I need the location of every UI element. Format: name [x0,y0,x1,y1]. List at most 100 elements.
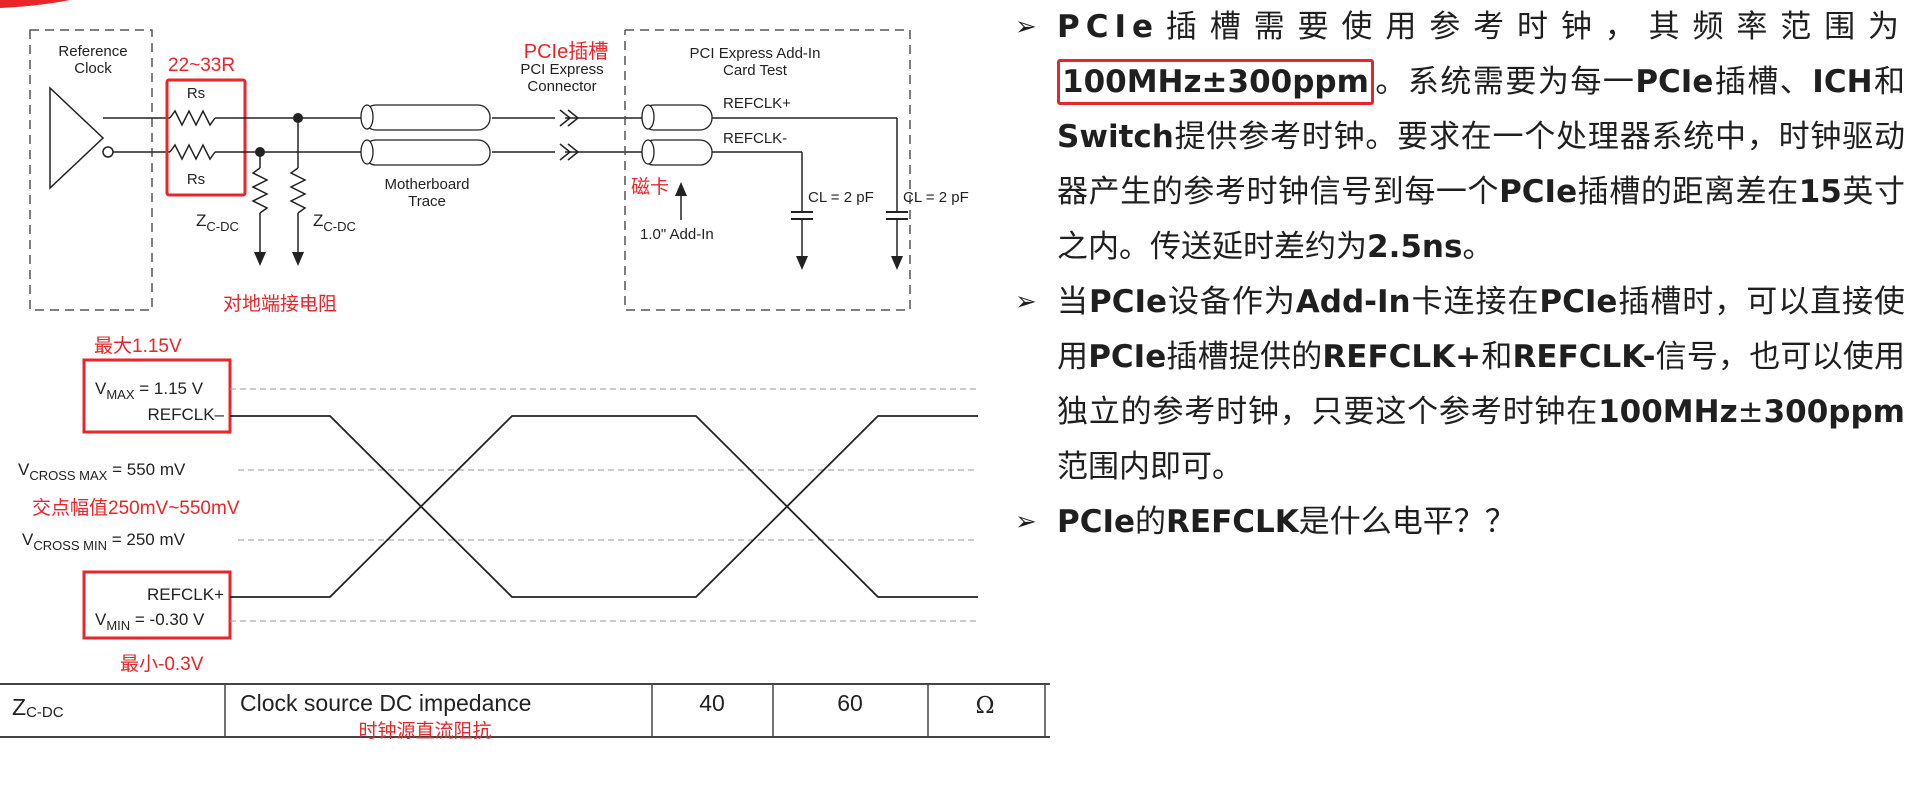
refclk-plus-label: REFCLK+ [147,585,224,604]
connector-chevrons [559,109,580,161]
cl-label-1: CL = 2 pF [808,189,874,206]
connector-label-2: Connector [527,78,596,95]
table-annotation: 时钟源直流阻抗 [358,720,491,742]
text-bold: 15 [1798,174,1842,210]
bullet-arrow-icon: ➢ [1015,507,1037,537]
max-annotation: 最大1.15V [94,335,182,357]
text-run: 范围内即可。 [1057,449,1243,485]
text-run: 卡连接在 [1410,284,1540,320]
addin-length-label: 1.0" Add-In [640,226,714,243]
explanation-text: ➢ PCIe插槽需要使用参考时钟，其频率范围为 100MHz±300ppm 。系统… [1015,0,1905,550]
resistor-range-label: 22~33R [168,55,235,76]
frequency-highlight-box: 100MHz±300ppm [1057,59,1374,105]
rs-top-label: Rs [187,85,205,102]
motherboard-trace-cylinders [360,104,491,166]
text-bold: PCIe [1088,284,1167,320]
reference-clock-box [29,29,153,311]
motherboard-trace-label-1: Motherboard [384,176,469,193]
refclk-plus-waveform [230,415,978,598]
circuit-schematic: Reference Clock 22~33R Rs Rs [29,29,969,315]
refclk-pos-label: REFCLK+ [723,95,791,112]
cap-2-ground-arrow [891,256,903,270]
min-annotation: 最小-0.3V [120,653,204,675]
zcdc-label-1: ZC-DC [196,211,239,234]
addin-card-label-1: PCI Express Add-In [690,45,821,62]
connector-label-1: PCI Express [520,61,603,78]
addin-length-arrow [675,182,687,196]
cap-1-ground-arrow [796,256,808,270]
text-bold: ICH [1812,64,1873,100]
text-run: 的 [1135,504,1167,540]
text-run: 和 [1481,339,1513,375]
text-run: 插槽提供的 [1166,339,1323,375]
refclk-minus-label: REFCLK– [147,405,224,424]
slot-annotation: PCIe插槽 [524,40,608,63]
text-run: 。系统需要为每一 [1373,64,1636,100]
text-bold: PCIe [1499,174,1578,210]
text-bold: REFCLK+ [1322,339,1482,375]
table-unit: Ω [975,693,994,719]
bullet-3: ➢ PCIe的REFCLK是什么电平？？ [1015,495,1905,550]
zcdc-resistor-2 [289,167,307,214]
text-bold: PCIe [1057,9,1160,45]
ground-termination-annotation: 对地端接电阻 [223,293,337,315]
text-run: 插槽时，可以直接使用 [1057,284,1906,375]
driver-triangle [49,86,105,190]
waveform-diagram: 最大1.15V VMAX = 1.15 V REFCLK– VCROSS MAX… [18,335,978,675]
text-run: 和 [1872,64,1906,100]
pcie-refclk-diagram: Reference Clock 22~33R Rs Rs [0,0,1050,742]
text-bold: 2.5ns [1367,229,1463,265]
vmax-label: VMAX = 1.15 V [95,379,204,402]
vmin-highlight-box [82,570,232,640]
addin-card-label-2: Card Test [723,62,788,79]
text-run: 当 [1057,284,1089,320]
text-bold: REFCLK [1166,504,1299,540]
reference-clock-label-1: Reference [58,43,127,60]
text-run: 信号，也可以使用独立的参考时钟，只要这个参考时钟在 [1057,339,1906,430]
table-description: Clock source DC impedance [240,690,531,716]
text-bold: PCIe [1088,339,1167,375]
table-max: 60 [837,690,863,716]
ground-arrow-2 [292,252,304,266]
vcross-min-label: VCROSS MIN = 250 mV [22,530,186,553]
text-run: 插槽、 [1713,64,1813,100]
text-bold: PCIe [1057,504,1136,540]
vcross-max-label: VCROSS MAX = 550 mV [18,460,186,483]
vmax-highlight-box [82,358,232,434]
refclk-neg-label: REFCLK- [723,130,787,147]
refclk-minus-waveform [230,415,978,598]
text-run: 插槽的距离差在 [1577,174,1799,210]
text-run: ± [1737,394,1764,430]
text-bold: Add-In [1295,284,1411,320]
bullet-arrow-icon: ➢ [1015,287,1037,317]
motherboard-trace-label-2: Trace [408,193,446,210]
zcdc-label-2: ZC-DC [313,211,356,234]
text-run: 设备作为 [1167,284,1296,320]
inverter-bubble [102,146,114,158]
cl-label-2: CL = 2 pF [903,189,969,206]
reference-clock-label-2: Clock [74,60,112,77]
text-bold: REFCLK- [1512,339,1656,375]
text-bold: PCIe [1539,284,1618,320]
table-min: 40 [699,690,725,716]
text-run: 插槽需要使用参考时钟，其频率范围为 [1159,9,1905,45]
text-bold: 300ppm [1763,394,1905,430]
text-run: 。 [1462,229,1494,265]
addin-trace-cylinders [641,104,713,166]
text-run: 英寸之内。传送延时差约为 [1057,174,1906,265]
text-bold: 100MHz [1598,394,1738,430]
text-bold: PCIe [1635,64,1714,100]
text-run: 提供参考时钟。要求在一个处理器系统中，时钟驱动器产生的参考时钟信号到每一个 [1057,119,1905,210]
rs-bottom-label: Rs [187,171,205,188]
rs-top-resistor [169,109,216,127]
bead-annotation: 磁卡 [631,176,669,198]
rs-bottom-resistor [169,143,216,161]
bullet-arrow-icon: ➢ [1015,12,1037,42]
cross-annotation: 交点幅值250mV~550mV [32,497,240,519]
text-bold: Switch [1057,119,1174,155]
ground-arrow-1 [254,252,266,266]
vmin-label: VMIN = -0.30 V [95,610,205,633]
table-symbol: ZC-DC [12,694,64,721]
bullet-1: ➢ PCIe插槽需要使用参考时钟，其频率范围为 100MHz±300ppm 。系统… [1015,0,1905,275]
zcdc-resistor-1 [251,167,269,214]
